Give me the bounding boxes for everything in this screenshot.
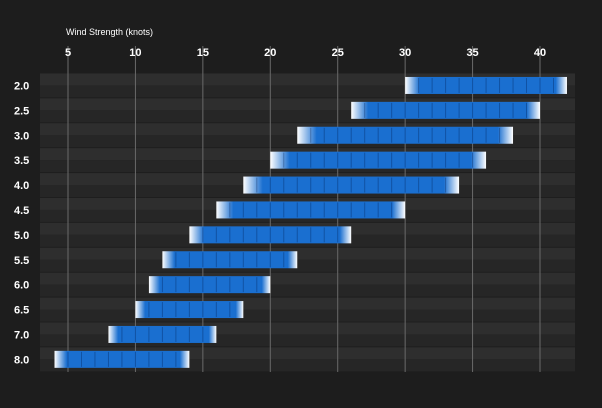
- y-category-label: 2.5: [14, 105, 29, 117]
- x-tick-label: 30: [399, 47, 411, 59]
- range-bar: [108, 325, 217, 343]
- row-band: [40, 309, 575, 322]
- y-category-label: 8.0: [14, 354, 29, 366]
- row-band: [40, 272, 575, 285]
- y-category-label: 3.0: [14, 130, 29, 142]
- y-category-label: 5.5: [14, 255, 29, 267]
- range-bar: [54, 350, 190, 368]
- x-tick-label: 10: [129, 47, 141, 59]
- x-tick-label: 25: [332, 47, 344, 59]
- y-axis-labels: 2.0 2.5 3.0 3.5 4.0 4.5 5.0 5.5 6.0 6.5 7.0 8.0: [14, 80, 29, 366]
- range-bars: [54, 76, 567, 368]
- x-tick-label: 15: [197, 47, 209, 59]
- y-category-label: 6.0: [14, 280, 29, 292]
- range-bar: [297, 126, 514, 144]
- y-category-label: 3.5: [14, 155, 29, 167]
- row-band: [40, 284, 575, 297]
- x-tick-label: 35: [466, 47, 478, 59]
- y-category-label: 4.0: [14, 180, 29, 192]
- range-bar: [148, 276, 271, 294]
- y-category-label: 4.5: [14, 205, 29, 217]
- range-bar: [270, 151, 487, 169]
- y-category-label: 2.0: [14, 80, 29, 92]
- x-axis-ticks: 5 10 15 20 25 30 35 40: [65, 47, 546, 59]
- y-category-label: 7.0: [14, 329, 29, 341]
- x-tick-label: 5: [65, 47, 71, 59]
- row-band: [40, 297, 575, 310]
- range-bar: [405, 76, 567, 94]
- range-bar: [243, 176, 460, 194]
- row-band: [40, 247, 575, 260]
- x-tick-label: 40: [534, 47, 546, 59]
- x-tick-label: 20: [264, 47, 276, 59]
- range-bar: [216, 201, 406, 219]
- range-bar: [135, 301, 244, 319]
- range-bar: [351, 101, 540, 119]
- range-bar: [189, 226, 352, 244]
- x-axis-title: Wind Strength (knots): [66, 27, 153, 37]
- row-band: [40, 259, 575, 272]
- y-category-label: 5.0: [14, 230, 29, 242]
- y-category-label: 6.5: [14, 305, 29, 317]
- range-bar: [162, 251, 298, 269]
